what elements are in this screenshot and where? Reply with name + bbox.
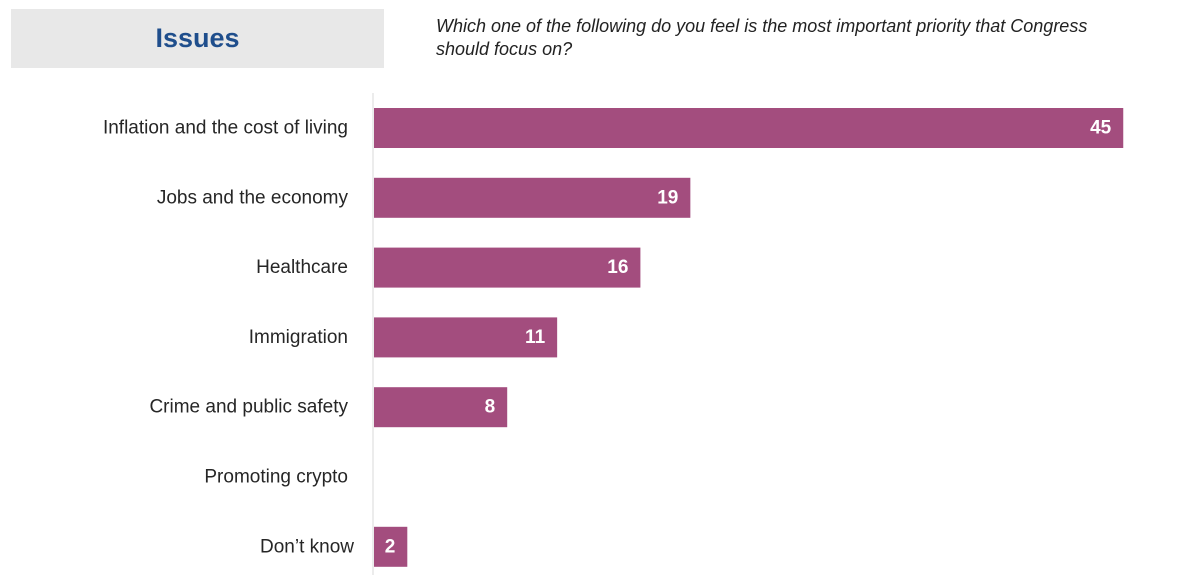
- category-label: Jobs and the economy: [157, 187, 349, 208]
- bar: [374, 387, 508, 428]
- section-tab: Issues: [11, 9, 384, 68]
- bar: [374, 247, 641, 288]
- bar-value-label: 8: [485, 397, 496, 418]
- bar: [374, 317, 558, 358]
- bar-value-label: 11: [525, 327, 546, 348]
- category-label: Healthcare: [256, 257, 348, 278]
- bar: [374, 108, 1124, 148]
- bar: [374, 526, 408, 567]
- section-title: Issues: [155, 23, 240, 53]
- bar-value-label: 16: [607, 257, 628, 278]
- category-label: Crime and public safety: [149, 397, 348, 418]
- bar-value-label: 45: [1090, 118, 1112, 139]
- category-label: Inflation and the cost of living: [103, 118, 348, 139]
- bar: [374, 177, 691, 218]
- category-label: Immigration: [249, 327, 348, 348]
- survey-question-line-1: Which one of the following do you feel i…: [436, 16, 1088, 36]
- bar-value-label: 19: [657, 187, 678, 208]
- category-label: Promoting crypto: [204, 467, 348, 488]
- survey-question-line-2: should focus on?: [436, 39, 573, 59]
- survey-question: Which one of the following do you feel i…: [436, 15, 1204, 61]
- bar-value-label: 2: [385, 536, 396, 557]
- category-label: Don’t know: [260, 536, 354, 557]
